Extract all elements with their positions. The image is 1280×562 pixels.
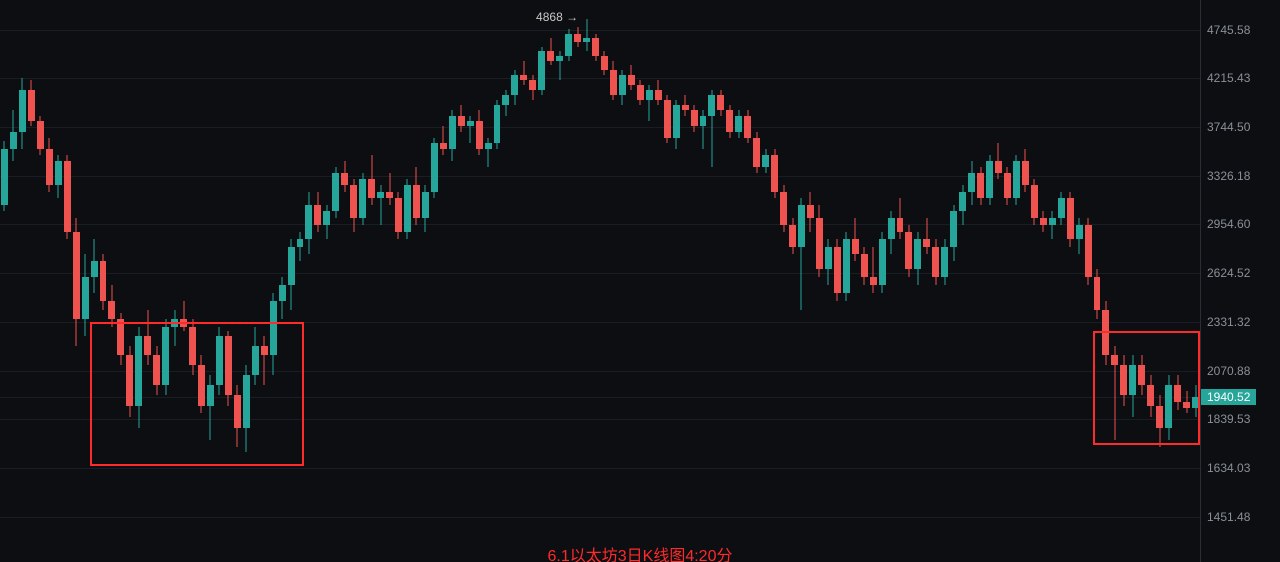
grid-line — [0, 468, 1200, 469]
grid-line — [0, 273, 1200, 274]
grid-line — [0, 127, 1200, 128]
y-tick-label: 2070.88 — [1207, 364, 1250, 378]
y-tick-label: 4745.58 — [1207, 23, 1250, 37]
grid-line — [0, 371, 1200, 372]
y-tick-label: 3326.18 — [1207, 169, 1250, 183]
y-tick-label: 4215.43 — [1207, 71, 1250, 85]
y-tick-label: 2331.32 — [1207, 315, 1250, 329]
grid-line — [0, 397, 1200, 398]
grid-line — [0, 176, 1200, 177]
peak-label: 4868 → — [536, 10, 578, 24]
grid-line — [0, 224, 1200, 225]
grid-line — [0, 517, 1200, 518]
current-price-tag: 1940.52 — [1201, 389, 1256, 405]
grid-line — [0, 30, 1200, 31]
y-tick-label: 2624.52 — [1207, 266, 1250, 280]
candlestick-chart[interactable] — [0, 0, 1200, 562]
y-tick-label: 2954.60 — [1207, 217, 1250, 231]
y-tick-label: 3744.50 — [1207, 120, 1250, 134]
grid-line — [0, 78, 1200, 79]
chart-caption: 6.1以太坊3日K线图4:20分 — [548, 542, 733, 562]
grid-line — [0, 419, 1200, 420]
price-axis: 4745.58 4215.43 3744.50 3326.18 2954.60 2624.… — [1200, 0, 1280, 562]
y-tick-label: 1634.03 — [1207, 461, 1250, 475]
y-tick-label: 1839.53 — [1207, 412, 1250, 426]
y-tick-label: 1451.48 — [1207, 510, 1250, 524]
